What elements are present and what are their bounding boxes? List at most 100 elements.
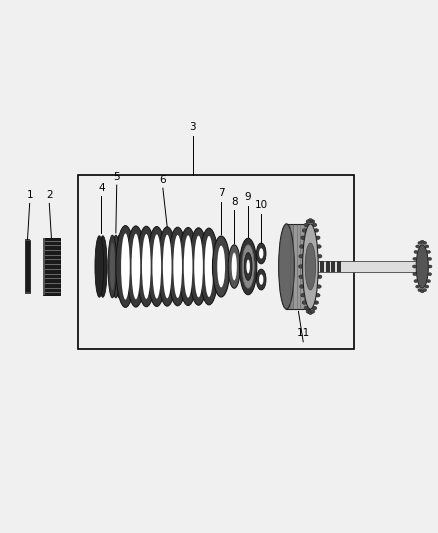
- Bar: [25, 239, 30, 241]
- Ellipse shape: [312, 306, 317, 310]
- Ellipse shape: [308, 219, 313, 222]
- Ellipse shape: [428, 273, 432, 276]
- Ellipse shape: [314, 301, 318, 304]
- Ellipse shape: [131, 234, 140, 299]
- Ellipse shape: [242, 245, 254, 288]
- Text: 5: 5: [113, 172, 120, 182]
- Bar: [286, 224, 293, 309]
- Ellipse shape: [303, 224, 318, 309]
- Ellipse shape: [318, 265, 322, 268]
- Bar: [331, 261, 335, 272]
- Ellipse shape: [311, 310, 315, 313]
- Bar: [43, 238, 46, 295]
- Ellipse shape: [425, 285, 429, 288]
- Ellipse shape: [420, 290, 424, 293]
- Ellipse shape: [306, 220, 311, 223]
- Ellipse shape: [205, 236, 213, 297]
- Bar: [78, 175, 354, 349]
- Ellipse shape: [301, 236, 305, 239]
- Ellipse shape: [189, 228, 208, 305]
- Text: 3: 3: [190, 122, 196, 132]
- Ellipse shape: [137, 226, 156, 307]
- Text: 4: 4: [98, 182, 105, 192]
- Ellipse shape: [302, 301, 307, 304]
- Ellipse shape: [308, 311, 313, 314]
- Ellipse shape: [317, 245, 321, 248]
- Ellipse shape: [300, 285, 304, 288]
- Ellipse shape: [317, 285, 321, 288]
- Text: 6: 6: [159, 175, 166, 184]
- Text: 10: 10: [254, 200, 268, 211]
- Ellipse shape: [299, 275, 303, 279]
- Ellipse shape: [110, 243, 115, 290]
- Bar: [286, 224, 311, 309]
- Ellipse shape: [299, 254, 303, 258]
- Ellipse shape: [311, 220, 315, 223]
- Ellipse shape: [416, 245, 428, 288]
- Ellipse shape: [142, 234, 151, 299]
- Ellipse shape: [228, 245, 240, 288]
- Ellipse shape: [427, 279, 431, 282]
- Ellipse shape: [116, 225, 135, 308]
- Ellipse shape: [244, 253, 252, 280]
- Ellipse shape: [414, 279, 418, 282]
- Ellipse shape: [99, 236, 107, 297]
- Ellipse shape: [279, 224, 294, 309]
- Ellipse shape: [256, 243, 266, 264]
- Ellipse shape: [316, 236, 320, 239]
- Bar: [321, 261, 324, 272]
- Text: 9: 9: [245, 192, 251, 202]
- Ellipse shape: [217, 246, 225, 287]
- Ellipse shape: [247, 260, 250, 273]
- Ellipse shape: [416, 245, 420, 248]
- Ellipse shape: [168, 227, 187, 306]
- Ellipse shape: [413, 273, 417, 276]
- Ellipse shape: [115, 235, 124, 298]
- Ellipse shape: [314, 229, 318, 232]
- Ellipse shape: [420, 240, 424, 243]
- Ellipse shape: [423, 288, 427, 292]
- Ellipse shape: [212, 236, 230, 297]
- Ellipse shape: [428, 265, 432, 268]
- Ellipse shape: [112, 235, 120, 298]
- Text: 8: 8: [231, 197, 237, 207]
- Ellipse shape: [414, 251, 418, 254]
- Ellipse shape: [312, 223, 317, 227]
- Ellipse shape: [299, 265, 303, 268]
- Ellipse shape: [301, 294, 305, 297]
- Ellipse shape: [305, 243, 316, 290]
- Ellipse shape: [158, 227, 177, 306]
- Ellipse shape: [316, 294, 320, 297]
- Ellipse shape: [126, 226, 145, 307]
- Ellipse shape: [418, 288, 422, 292]
- Ellipse shape: [147, 227, 166, 306]
- Ellipse shape: [194, 236, 203, 297]
- Text: 2: 2: [46, 190, 53, 200]
- Ellipse shape: [425, 245, 429, 248]
- Bar: [25, 292, 30, 294]
- Ellipse shape: [300, 245, 304, 248]
- Bar: [326, 261, 330, 272]
- Text: 1: 1: [26, 190, 33, 200]
- Ellipse shape: [304, 306, 308, 310]
- Ellipse shape: [163, 235, 172, 298]
- Ellipse shape: [240, 238, 257, 295]
- Ellipse shape: [152, 235, 161, 298]
- Ellipse shape: [418, 241, 422, 245]
- Ellipse shape: [413, 257, 417, 260]
- Bar: [318, 261, 426, 272]
- Ellipse shape: [179, 228, 198, 305]
- Ellipse shape: [184, 235, 192, 298]
- Bar: [43, 238, 60, 295]
- Ellipse shape: [413, 265, 417, 268]
- Ellipse shape: [318, 275, 322, 279]
- Ellipse shape: [95, 236, 104, 297]
- Ellipse shape: [199, 228, 219, 305]
- Ellipse shape: [173, 235, 182, 298]
- Ellipse shape: [302, 229, 307, 232]
- Ellipse shape: [108, 235, 117, 298]
- Ellipse shape: [428, 257, 432, 260]
- Ellipse shape: [423, 241, 427, 245]
- Text: 7: 7: [218, 188, 225, 198]
- Ellipse shape: [318, 254, 322, 258]
